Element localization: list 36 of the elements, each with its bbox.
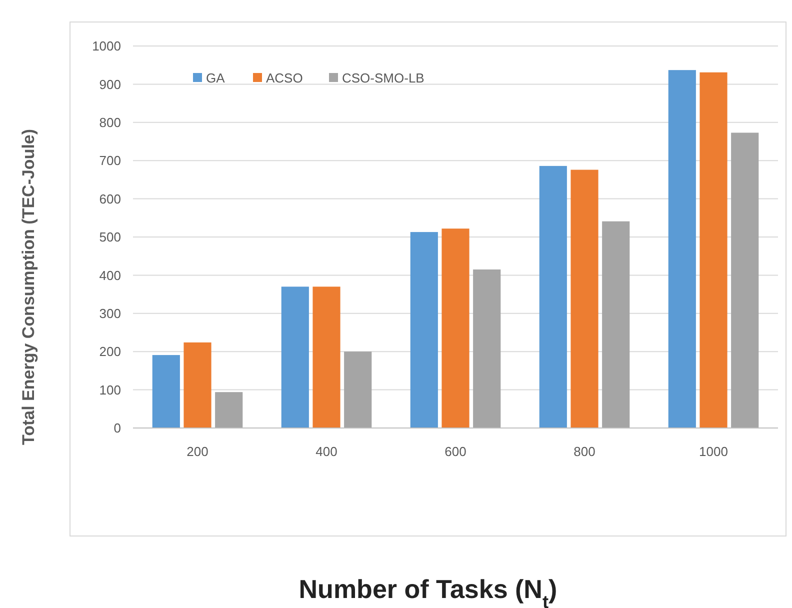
y-tick-label: 700	[99, 153, 121, 168]
bar	[473, 269, 501, 428]
x-tick-label: 400	[316, 444, 338, 459]
x-tick-label: 600	[444, 444, 466, 459]
bar	[152, 355, 180, 428]
y-tick-label: 800	[99, 114, 121, 130]
y-tick-label: 100	[99, 382, 121, 398]
bar	[344, 352, 372, 428]
x-tick-label: 800	[574, 444, 596, 459]
bar	[539, 166, 567, 428]
y-tick-label: 500	[99, 230, 121, 245]
bar	[700, 72, 728, 428]
y-tick-label: 400	[99, 268, 121, 283]
bar	[602, 221, 630, 428]
y-tick-label: 900	[99, 76, 121, 92]
bar	[668, 70, 696, 428]
y-tick-label: 0	[114, 420, 121, 436]
bar	[570, 170, 598, 428]
y-tick-label: 1000	[92, 38, 121, 54]
legend-label: CSO-SMO-LB	[342, 70, 424, 86]
y-tick-label: 300	[99, 306, 121, 321]
y-tick-label: 200	[99, 344, 121, 360]
x-tick-label: 200	[186, 444, 208, 459]
bar	[410, 232, 438, 428]
y-axis-title: Total Energy Consumption (TEC-Joule)	[19, 128, 38, 446]
bar	[312, 286, 340, 428]
bar	[281, 286, 309, 428]
legend-label: GA	[206, 70, 226, 86]
legend-label: ACSO	[266, 70, 303, 86]
bar	[184, 342, 212, 428]
x-tick-label: 1000	[699, 444, 728, 459]
bar	[442, 228, 470, 428]
bar	[215, 392, 243, 428]
y-tick-label: 600	[99, 191, 121, 206]
bar	[731, 132, 759, 428]
x-axis-title: Number of Tasks (N$_{t}$)	[298, 574, 558, 608]
